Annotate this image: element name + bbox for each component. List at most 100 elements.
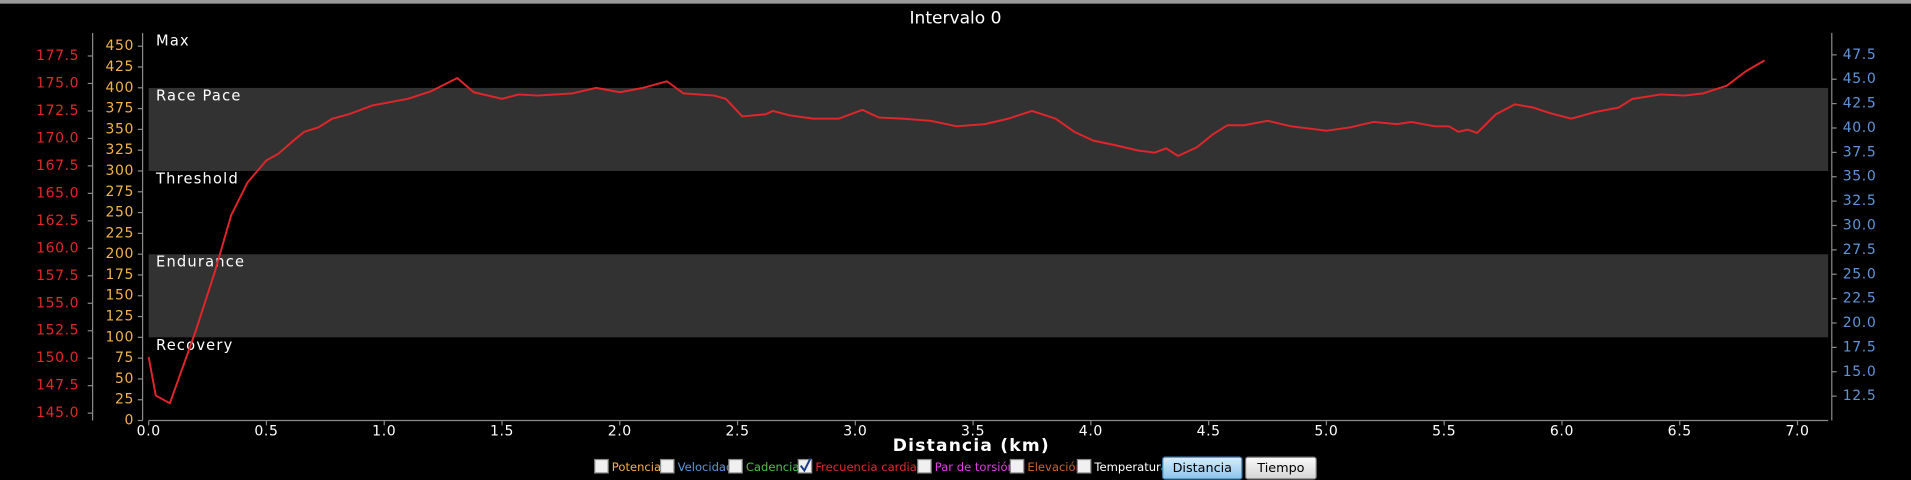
y-tick-label: 250 <box>106 205 135 221</box>
legend-label[interactable]: Velocidad <box>678 460 734 474</box>
x-tick-label: 6.0 <box>1550 423 1574 439</box>
legend-label[interactable]: Cadencia <box>746 460 800 474</box>
x-axis-label: Distancia (km) <box>893 436 1050 456</box>
window-border <box>0 0 1911 4</box>
zone-band <box>148 170 1829 255</box>
y-tick-label: 375 <box>106 101 135 117</box>
legend-item[interactable]: Frecuencia cardiaca <box>797 457 930 474</box>
y2-tick-label: 22.5 <box>1843 291 1877 307</box>
hr-line <box>147 59 1766 405</box>
y2-tick-label: 30.0 <box>1843 217 1877 233</box>
legend-label[interactable]: Frecuencia cardiaca <box>815 460 930 474</box>
y-tick-label: 275 <box>106 184 135 200</box>
x-tick-label: 2.0 <box>608 423 632 439</box>
x-tick-label: 3.5 <box>961 423 985 439</box>
button-label[interactable]: Tiempo <box>1256 461 1304 476</box>
y-tick-label: 177.5 <box>36 48 79 64</box>
checkbox[interactable] <box>728 458 743 474</box>
y-tick-label: 160.0 <box>36 240 79 256</box>
checkbox[interactable] <box>917 458 932 474</box>
y2-tick-label: 40.0 <box>1843 120 1877 136</box>
legend-item[interactable]: Velocidad <box>659 458 734 474</box>
legend-label[interactable]: Potencia <box>612 460 661 474</box>
y-tick-label: 25 <box>115 392 134 408</box>
y-tick-label: 165.0 <box>36 185 79 201</box>
y-tick-label: 167.5 <box>36 158 79 174</box>
zone-label: Recovery <box>156 337 233 354</box>
zone-label: Threshold <box>155 171 239 188</box>
x-tick-label: 7.0 <box>1785 423 1809 439</box>
x-tick-label: 5.5 <box>1432 423 1456 439</box>
y2-tick-label: 47.5 <box>1843 47 1877 63</box>
y2-tick-label: 45.0 <box>1843 71 1877 87</box>
y-tick-label: 145.0 <box>36 405 79 421</box>
zone-label: Race Pace <box>156 87 242 104</box>
legend-item[interactable]: Cadencia <box>728 458 800 474</box>
x-tick-label: 2.5 <box>726 423 750 439</box>
y-tick-label: 147.5 <box>36 378 79 394</box>
legend-item[interactable]: Potencia <box>594 458 661 474</box>
legend-label[interactable]: Par de torsión <box>935 460 1015 474</box>
x-tick-label: 1.5 <box>490 423 514 439</box>
button[interactable]: Distancia <box>1162 456 1243 480</box>
y2-tick-label: 15.0 <box>1843 364 1877 380</box>
plot-area: Recovery Endurance Threshold Race Pace Max 14… <box>36 32 1876 439</box>
legend-label[interactable]: Elevación <box>1027 460 1083 474</box>
y-tick-label: 170.0 <box>36 130 79 146</box>
button[interactable]: Tiempo <box>1244 456 1317 480</box>
zone-label: Max <box>156 32 190 49</box>
button-face[interactable] <box>1162 456 1243 480</box>
legend-label[interactable]: Temperatura <box>1093 460 1167 474</box>
zone-band <box>148 254 1829 338</box>
zone-band <box>148 87 1829 171</box>
y2-tick-label: 27.5 <box>1843 242 1877 258</box>
y-tick-label: 152.5 <box>36 323 79 339</box>
zone-label: Endurance <box>156 254 245 271</box>
y-tick-label: 200 <box>106 246 135 262</box>
y-tick-label: 450 <box>106 38 135 54</box>
y2-tick-label: 37.5 <box>1843 144 1877 160</box>
y-tick-label: 175.0 <box>36 75 79 91</box>
legend-item[interactable]: Par de torsión <box>917 458 1015 474</box>
x-tick-label: 4.0 <box>1079 423 1103 439</box>
y-tick-label: 350 <box>106 121 135 137</box>
legend-item[interactable]: Elevación <box>1009 458 1083 474</box>
y-tick-label: 0 <box>125 413 135 429</box>
button-face[interactable] <box>1244 456 1317 480</box>
chart-title: Intervalo 0 <box>910 8 1002 28</box>
y-tick-label: 300 <box>106 163 135 179</box>
checkbox[interactable] <box>659 458 675 474</box>
x-tick-label: 1.0 <box>372 423 396 439</box>
y2-tick-label: 17.5 <box>1843 339 1877 355</box>
y-tick-label: 50 <box>115 371 134 387</box>
legend-item[interactable]: Temperatura <box>1076 458 1168 474</box>
checkbox[interactable] <box>1009 458 1025 474</box>
y2-tick-label: 20.0 <box>1843 315 1877 331</box>
controls: Potencia Velocidad Cadencia Frecuencia card… <box>594 456 1317 480</box>
y-tick-label: 125 <box>106 309 135 325</box>
x-tick-label: 3.0 <box>843 423 867 439</box>
x-tick-label: 4.5 <box>1197 423 1221 439</box>
y-tick-label: 150.0 <box>36 350 79 366</box>
x-tick-label: 6.5 <box>1668 423 1692 439</box>
checkbox[interactable] <box>594 458 609 474</box>
checkmark <box>799 457 812 473</box>
y2-tick-label: 32.5 <box>1843 193 1877 209</box>
y2-tick-label: 12.5 <box>1843 388 1877 404</box>
y-tick-label: 162.5 <box>36 213 79 229</box>
y-tick-label: 155.0 <box>36 295 79 311</box>
y2-tick-label: 25.0 <box>1843 266 1877 282</box>
x-tick-label: 5.0 <box>1314 423 1338 439</box>
x-tick-label: 0.5 <box>254 423 278 439</box>
y-tick-label: 325 <box>106 142 135 158</box>
y-tick-label: 100 <box>106 329 135 345</box>
y-tick-label: 157.5 <box>36 268 79 284</box>
y-tick-label: 225 <box>106 225 135 241</box>
checkbox[interactable] <box>1076 458 1092 474</box>
y-tick-label: 400 <box>106 80 135 96</box>
y2-tick-label: 42.5 <box>1843 96 1877 112</box>
button-label[interactable]: Distancia <box>1173 461 1232 476</box>
x-tick-label: 0.0 <box>137 423 161 439</box>
